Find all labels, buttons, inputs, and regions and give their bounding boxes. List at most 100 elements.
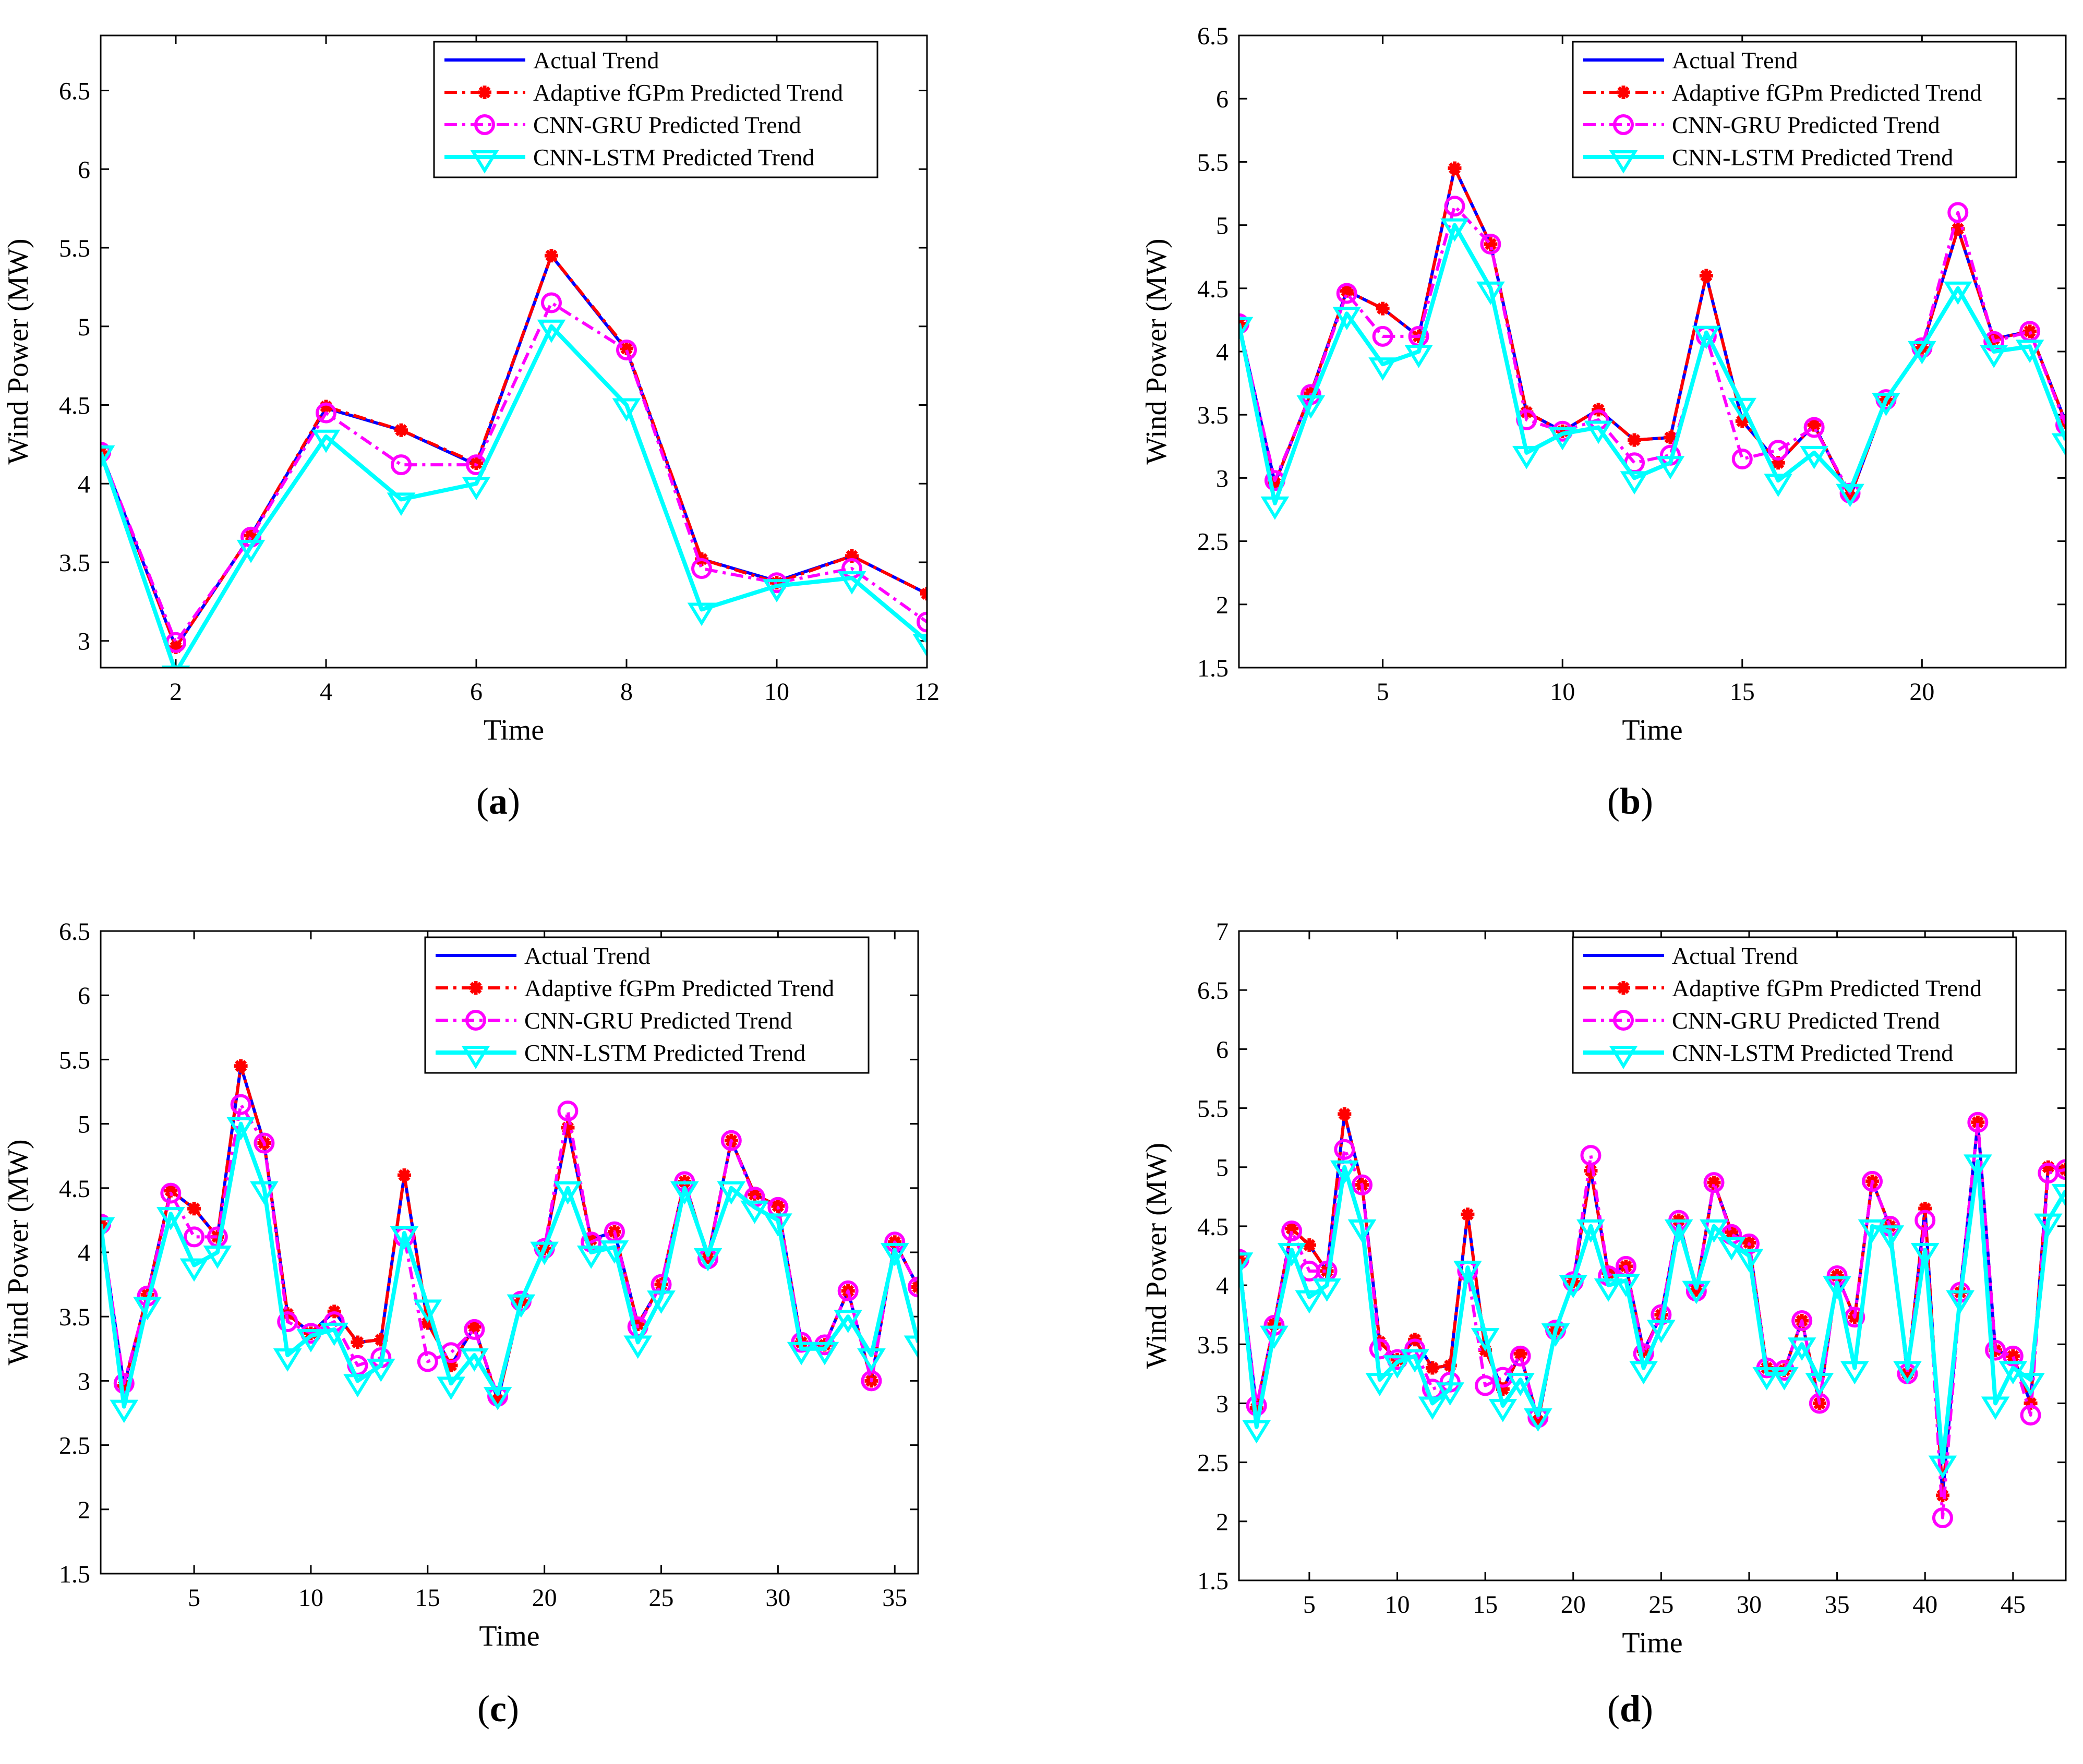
data-point-gru <box>417 1351 438 1372</box>
data-point-gru <box>1475 1375 1496 1396</box>
data-point-lstm <box>179 1258 209 1282</box>
data-point-lstm <box>366 1358 395 1382</box>
data-point-adaptive <box>1531 1414 1545 1428</box>
x-tick-label: 30 <box>1737 1591 1762 1618</box>
series-line-gru <box>101 1103 918 1398</box>
legend-marker-adaptive <box>1617 86 1630 99</box>
data-point-lstm <box>462 477 491 501</box>
x-tick-label: 20 <box>1561 1591 1586 1618</box>
panel-caption: (d) <box>1607 1688 1653 1730</box>
data-point-lstm <box>912 634 927 658</box>
data-point-lstm <box>1368 357 1398 381</box>
data-point-lstm <box>1752 1367 1781 1391</box>
y-tick-label: 5 <box>78 313 90 341</box>
data-point-lstm <box>101 1217 115 1241</box>
legend-marker-lstm <box>1609 1046 1638 1069</box>
legend-marker-gru <box>1613 114 1634 135</box>
series-line-gru <box>1239 204 2066 495</box>
data-point-adaptive <box>1338 1107 1352 1121</box>
data-point-lstm <box>1476 281 1505 305</box>
data-point-adaptive <box>1285 1222 1299 1236</box>
series-group <box>1239 1107 2066 1529</box>
y-tick-label: 3.5 <box>1197 402 1229 429</box>
y-tick-label: 3 <box>1216 1390 1229 1418</box>
data-point-lstm <box>1347 1219 1377 1243</box>
data-point-lstm <box>483 1387 512 1410</box>
legend-label-lstm: CNN-LSTM Predicted Trend <box>1672 144 1953 171</box>
legend-label-actual: Actual Trend <box>533 47 659 74</box>
data-point-adaptive <box>654 1277 668 1291</box>
data-point-gru <box>908 1276 918 1298</box>
x-tick-label: 15 <box>1473 1591 1498 1618</box>
y-tick-label: 3.5 <box>59 1303 90 1331</box>
data-point-gru <box>861 1370 882 1392</box>
series-group <box>1239 161 2066 520</box>
data-point-adaptive <box>164 1183 178 1198</box>
data-point-lstm <box>1620 471 1649 495</box>
series-group <box>101 249 927 668</box>
data-point-lstm <box>612 398 641 422</box>
data-point-lstm <box>1488 1398 1518 1422</box>
data-point-lstm <box>1506 1373 1535 1396</box>
data-point-gru <box>1731 449 1753 470</box>
series-line-adaptive <box>1239 166 2066 499</box>
data-point-lstm <box>226 1117 255 1141</box>
data-point-adaptive <box>561 1120 575 1134</box>
series-line-lstm <box>101 324 927 668</box>
data-point-gru <box>1580 1145 1602 1166</box>
legend-marker-gru <box>465 1010 486 1031</box>
data-point-lstm <box>236 539 266 563</box>
data-point-lstm <box>1332 307 1362 331</box>
data-point-adaptive <box>1302 1238 1316 1252</box>
legend-marker-adaptive <box>1617 981 1630 995</box>
data-point-gru <box>1791 1310 1813 1331</box>
axes-box <box>100 34 928 669</box>
data-point-lstm <box>1242 1420 1271 1444</box>
data-point-lstm <box>553 1181 582 1205</box>
y-tick-label: 4 <box>1216 339 1229 366</box>
data-point-lstm <box>1872 393 1900 416</box>
y-axis-label: Wind Power (MW) <box>1140 238 1173 464</box>
x-tick-label: 6 <box>470 678 483 706</box>
legend-label-actual: Actual Trend <box>1672 943 1798 969</box>
data-point-gru <box>391 454 412 476</box>
data-point-lstm <box>1893 1361 1922 1385</box>
legend-label-gru: CNN-GRU Predicted Trend <box>533 112 801 138</box>
data-point-adaptive <box>398 1168 412 1182</box>
data-point-adaptive <box>1496 1382 1510 1396</box>
data-point-lstm <box>387 492 416 516</box>
data-point-adaptive <box>1699 269 1713 283</box>
y-tick-label: 2.5 <box>59 1432 90 1460</box>
y-tick-label: 4.5 <box>1197 275 1229 303</box>
x-tick-label: 10 <box>1385 1591 1410 1618</box>
data-point-lstm <box>1700 1219 1728 1243</box>
panel-caption: (a) <box>476 780 520 822</box>
data-point-lstm <box>156 1207 185 1230</box>
data-point-lstm <box>1383 1355 1412 1379</box>
data-point-gru <box>1334 1139 1355 1160</box>
data-point-lstm <box>1907 341 1936 365</box>
data-point-gru <box>1336 283 1357 304</box>
data-point-gru <box>1372 325 1393 347</box>
data-point-lstm <box>837 571 866 595</box>
data-point-lstm <box>834 1310 863 1333</box>
data-point-lstm <box>1717 1237 1746 1261</box>
y-tick-label: 5 <box>1216 212 1229 240</box>
legend-marker-gru <box>1613 1010 1634 1031</box>
data-point-lstm <box>687 602 716 626</box>
legend-marker-adaptive <box>478 86 491 99</box>
chart-panel-d: 5 10 15 20 25 30 35 40 45 1.5 2 2.5 3 3.5 4 4.5 5 5.5 6 6.5… <box>1140 918 2067 1730</box>
data-point-lstm <box>1559 1275 1588 1299</box>
data-point-adaptive <box>1843 490 1857 504</box>
y-tick-label: 3.5 <box>59 549 90 577</box>
axes-box <box>1238 34 2067 669</box>
x-tick-label: 15 <box>415 1584 440 1612</box>
x-tick-label: 4 <box>320 678 332 706</box>
x-tick-label: 15 <box>1730 678 1755 706</box>
y-tick-label: 6 <box>1216 1036 1229 1064</box>
axes-box <box>100 930 919 1575</box>
y-tick-label: 2 <box>1216 591 1229 619</box>
data-point-adaptive <box>187 1202 201 1216</box>
data-point-lstm <box>1979 345 2008 368</box>
data-point-lstm <box>1277 1243 1306 1266</box>
